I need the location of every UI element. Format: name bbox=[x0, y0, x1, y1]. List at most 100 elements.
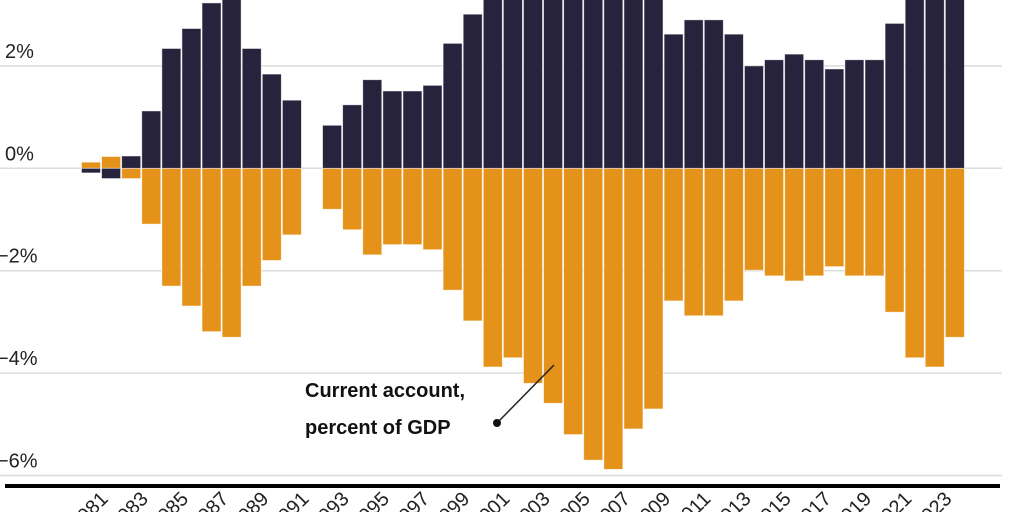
bar-mirror-2017 bbox=[824, 68, 845, 169]
x-axis-labels: 1981198319851987198919911993199519971999… bbox=[66, 488, 957, 512]
bar-current-account-2021 bbox=[904, 167, 925, 359]
x-tick-label: 2011 bbox=[669, 488, 715, 512]
bar-mirror-2018 bbox=[844, 59, 865, 169]
annotation-leader-line bbox=[496, 364, 555, 424]
bars bbox=[81, 0, 965, 470]
bar-mirror-1990 bbox=[281, 99, 302, 169]
bar-mirror-1992 bbox=[322, 124, 342, 169]
bar-current-account-2014 bbox=[764, 167, 784, 277]
x-tick-label: 2001 bbox=[467, 488, 514, 512]
bar-mirror-1999 bbox=[462, 13, 483, 169]
bar-current-account-2004 bbox=[563, 167, 584, 435]
x-tick-label: 2009 bbox=[628, 488, 675, 512]
bar-current-account-2003 bbox=[543, 167, 563, 404]
bar-current-account-1981 bbox=[101, 156, 121, 169]
bar-mirror-2008 bbox=[643, 0, 664, 169]
bar-current-account-1986 bbox=[201, 167, 222, 333]
y-tick-label: −6% bbox=[0, 451, 38, 473]
x-tick-label: 1985 bbox=[146, 488, 193, 512]
x-tick-label: 1997 bbox=[387, 488, 434, 512]
bar-mirror-2011 bbox=[703, 19, 724, 169]
bar-mirror-1981 bbox=[101, 167, 121, 179]
bar-mirror-1984 bbox=[161, 48, 182, 169]
y-tick-label: 0% bbox=[5, 143, 34, 165]
annotation-dot bbox=[493, 419, 501, 427]
bar-current-account-1992 bbox=[322, 167, 342, 210]
x-tick-label: 2003 bbox=[508, 488, 555, 512]
bar-current-account-2001 bbox=[502, 167, 523, 359]
x-tick-label: 1993 bbox=[307, 488, 354, 512]
annotation-line-1: Current account, bbox=[305, 380, 465, 402]
x-tick-label: 1989 bbox=[226, 488, 273, 512]
bar-mirror-2020 bbox=[884, 23, 905, 169]
bar-current-account-2012 bbox=[723, 167, 744, 302]
bar-mirror-1986 bbox=[201, 2, 222, 169]
bar-mirror-2001 bbox=[502, 0, 523, 169]
bar-mirror-2021 bbox=[904, 0, 925, 169]
bar-mirror-1998 bbox=[442, 42, 463, 169]
bar-mirror-1983 bbox=[141, 110, 162, 169]
bar-current-account-1994 bbox=[362, 167, 383, 256]
bar-mirror-2015 bbox=[784, 53, 805, 169]
bar-current-account-2022 bbox=[924, 167, 945, 368]
bar-current-account-2005 bbox=[583, 167, 604, 461]
x-tick-label: 1981 bbox=[66, 488, 113, 512]
y-tick-label: −2% bbox=[0, 246, 38, 268]
bar-current-account-2019 bbox=[864, 167, 885, 277]
bar-current-account-2011 bbox=[703, 167, 724, 317]
y-axis-labels: 2% 0% −2% −4% −6% bbox=[0, 41, 38, 473]
bar-current-account-2006 bbox=[603, 167, 624, 470]
bar-mirror-2012 bbox=[723, 33, 744, 169]
bar-mirror-2013 bbox=[744, 65, 764, 169]
x-tick-label: 2019 bbox=[829, 488, 876, 512]
x-tick-label: 2023 bbox=[909, 488, 956, 512]
bar-mirror-1982 bbox=[121, 155, 142, 169]
bar-current-account-1985 bbox=[181, 167, 202, 307]
bar-current-account-2008 bbox=[643, 167, 664, 410]
bar-current-account-1983 bbox=[141, 167, 162, 225]
x-tick-label: 2015 bbox=[749, 488, 796, 512]
bar-current-account-1999 bbox=[462, 167, 483, 322]
bar-mirror-2023 bbox=[944, 0, 965, 169]
bar-current-account-2010 bbox=[683, 167, 704, 317]
bar-mirror-2004 bbox=[563, 0, 584, 169]
bar-mirror-1989 bbox=[261, 73, 282, 169]
bar-mirror-2014 bbox=[764, 59, 784, 169]
bar-current-account-1990 bbox=[281, 167, 302, 236]
annotation-line-2: percent of GDP bbox=[305, 417, 451, 439]
bar-mirror-2010 bbox=[683, 19, 704, 169]
bar-mirror-1993 bbox=[342, 104, 363, 169]
x-tick-label: 1983 bbox=[106, 488, 153, 512]
bar-mirror-2000 bbox=[482, 0, 503, 169]
bar-current-account-2020 bbox=[884, 167, 905, 313]
bar-mirror-1994 bbox=[362, 79, 383, 169]
bar-current-account-1993 bbox=[342, 167, 363, 231]
bar-mirror-1996 bbox=[402, 90, 423, 169]
bar-current-account-2016 bbox=[804, 167, 825, 277]
bar-mirror-2005 bbox=[583, 0, 604, 169]
bar-mirror-2009 bbox=[663, 33, 684, 169]
bar-current-account-1982 bbox=[121, 167, 142, 179]
bar-current-account-1984 bbox=[161, 167, 182, 287]
bar-current-account-1998 bbox=[442, 167, 463, 291]
x-tick-label: 1999 bbox=[427, 488, 474, 512]
x-tick-label: 2007 bbox=[588, 488, 635, 512]
y-tick-label: −4% bbox=[0, 348, 38, 370]
bar-current-account-2000 bbox=[482, 167, 503, 368]
bar-current-account-1997 bbox=[422, 167, 443, 251]
x-tick-label: 1987 bbox=[186, 488, 233, 512]
bar-mirror-2022 bbox=[924, 0, 945, 169]
bar-mirror-1980 bbox=[81, 167, 101, 174]
bar-mirror-2002 bbox=[523, 0, 543, 169]
bar-mirror-2003 bbox=[543, 0, 563, 169]
x-tick-label: 2013 bbox=[708, 488, 755, 512]
bar-mirror-1985 bbox=[181, 28, 202, 169]
annotation: Current account, percent of GDP bbox=[305, 364, 555, 439]
x-tick-label: 1991 bbox=[267, 488, 314, 512]
bar-current-account-2007 bbox=[623, 167, 644, 430]
bar-current-account-2002 bbox=[523, 167, 543, 384]
bar-current-account-1988 bbox=[241, 167, 262, 287]
x-tick-label: 1995 bbox=[347, 488, 394, 512]
bar-current-account-2017 bbox=[824, 167, 845, 268]
